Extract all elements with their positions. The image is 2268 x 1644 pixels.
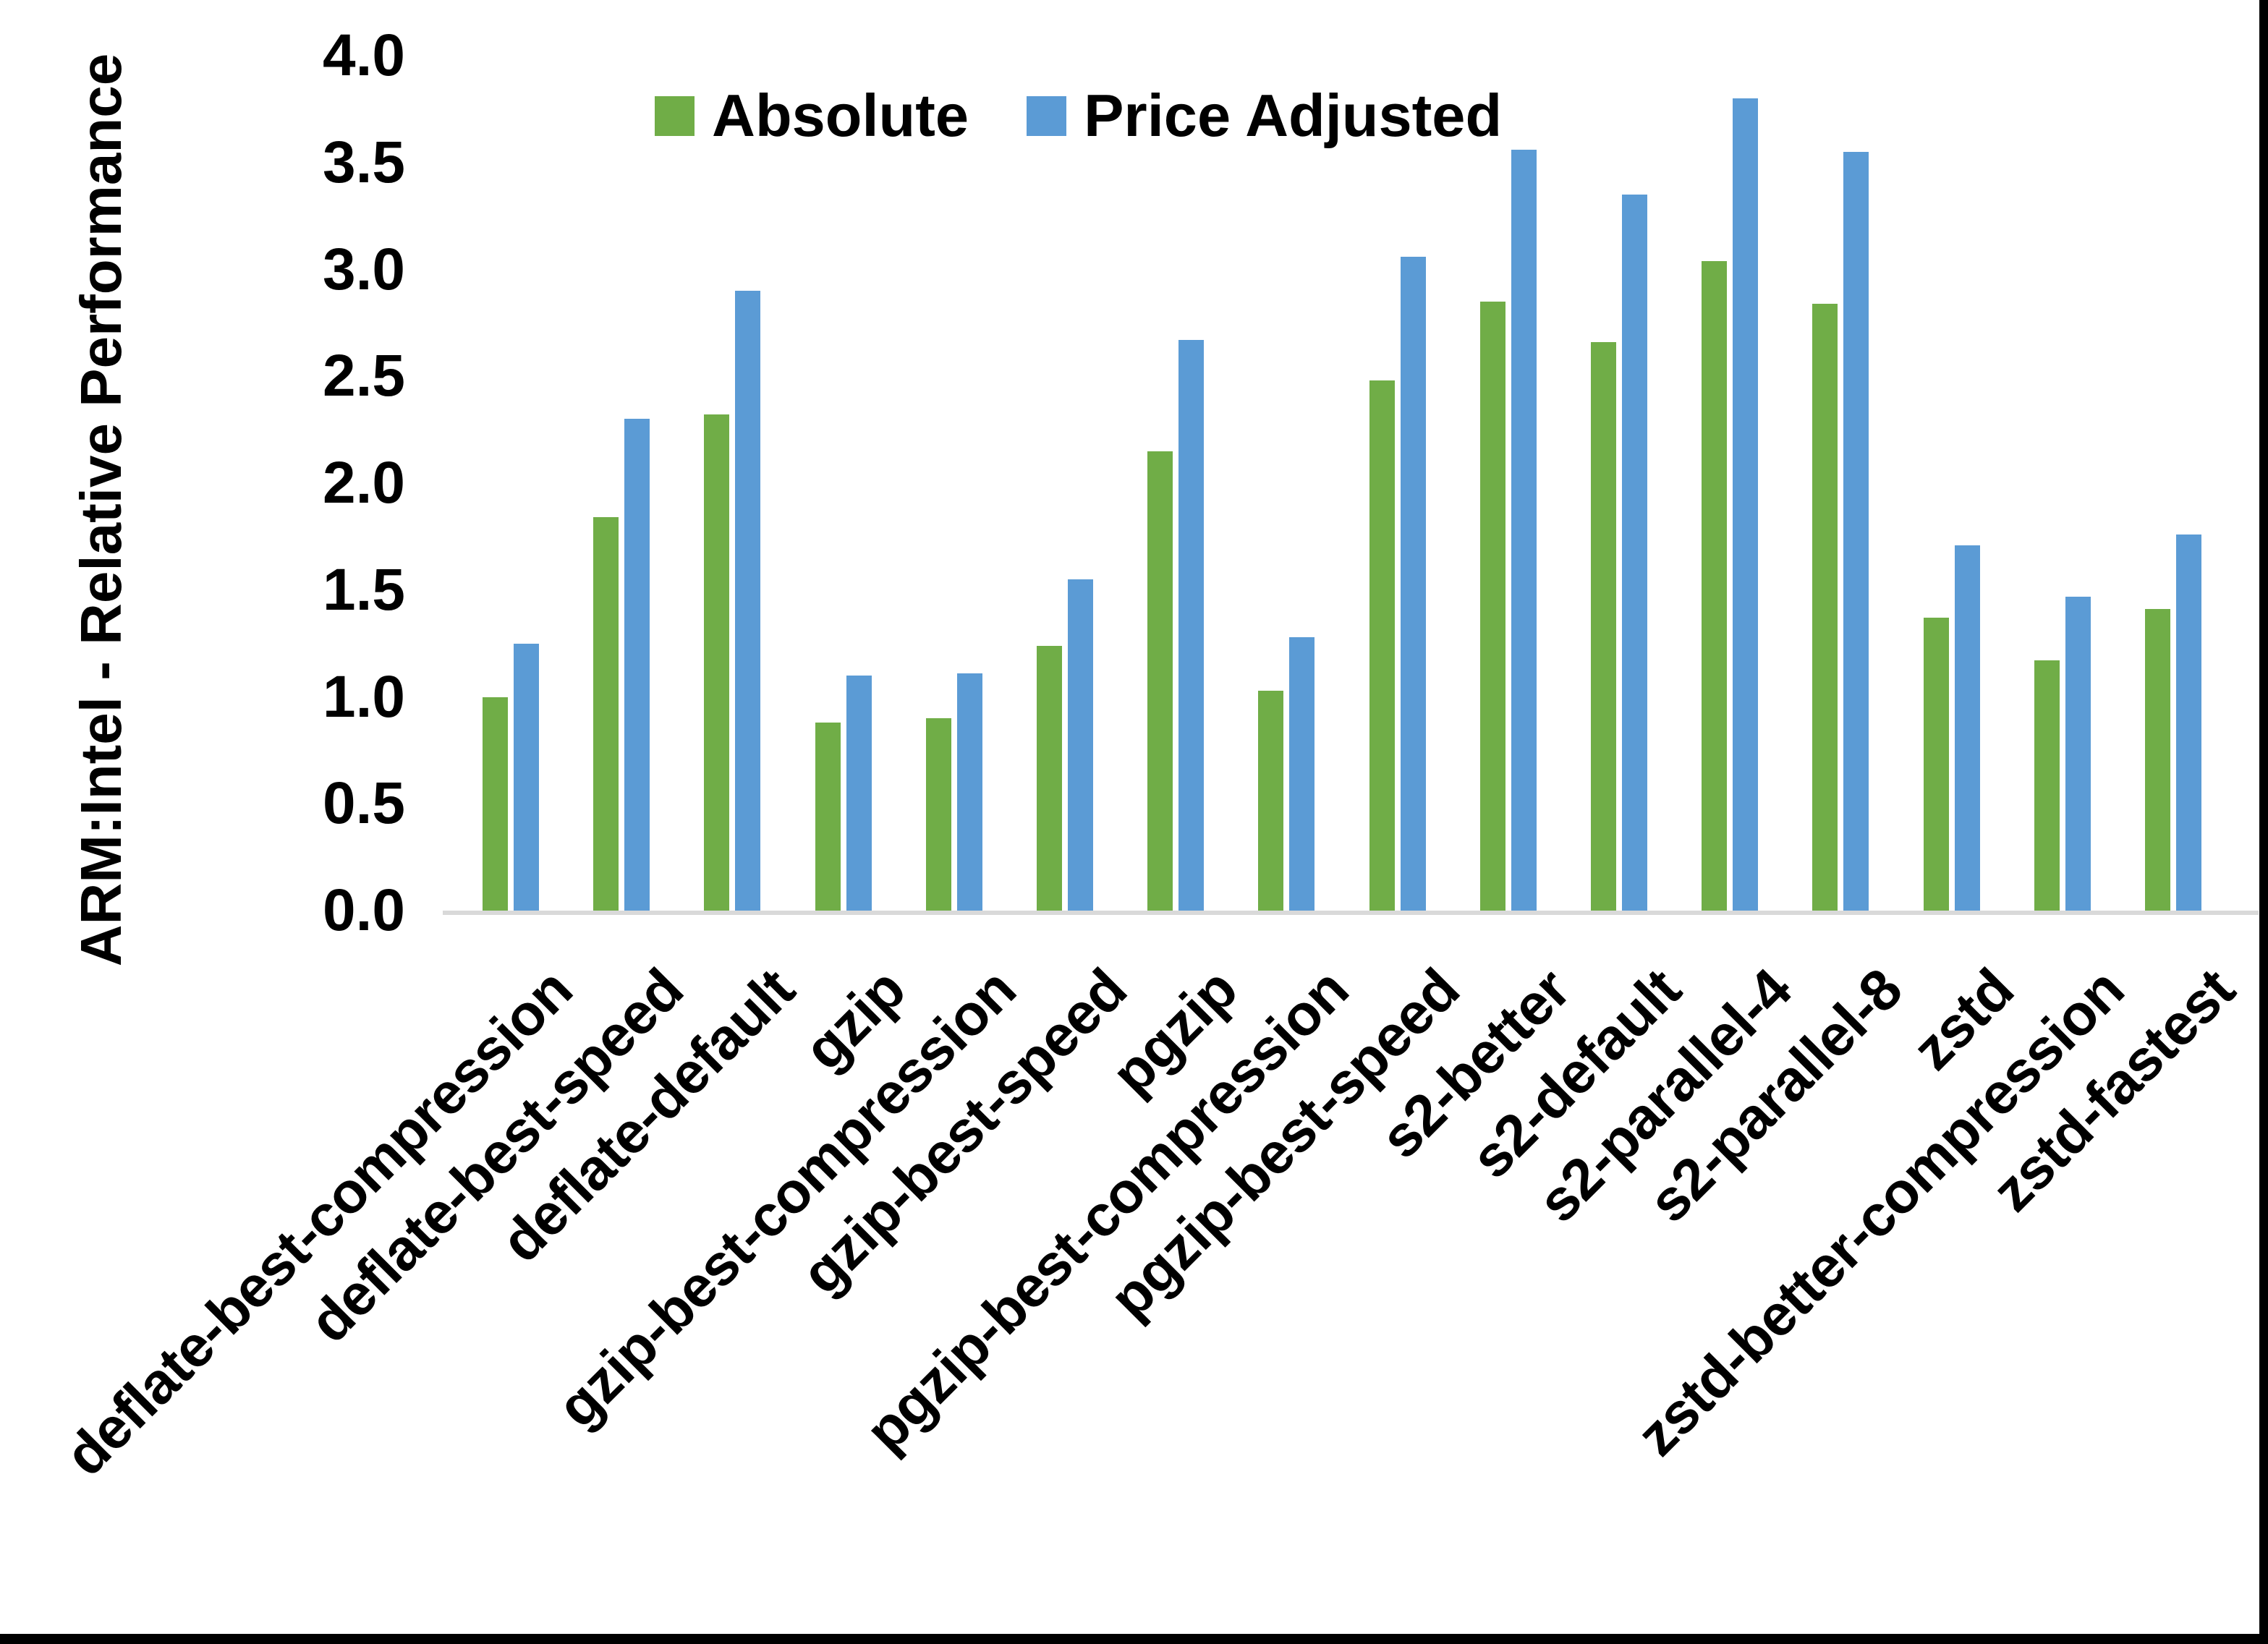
y-axis-tick-label: 3.5 [323, 129, 405, 195]
bar-absolute-pgzip [1147, 451, 1173, 911]
bar-absolute-s2-parallel-4 [1702, 260, 1728, 911]
bar-absolute-zstd-fastest [2145, 609, 2170, 911]
bar-price-adjusted-zstd [1954, 545, 1980, 911]
bar-price-adjusted-gzip-best-compression [956, 673, 982, 911]
bar-price-adjusted-gzip [846, 675, 872, 911]
bar-absolute-pgzip-best-compression [1258, 690, 1284, 911]
y-axis-tick-label: 4.0 [323, 22, 405, 88]
bar-absolute-deflate-best-compression [483, 697, 508, 911]
legend-label-price-adjusted: Price Adjusted [1084, 82, 1503, 149]
bar-absolute-zstd-better-compression [2034, 660, 2060, 911]
bar-absolute-s2-parallel-8 [1812, 303, 1838, 911]
bar-absolute-deflate-default [704, 414, 730, 911]
bar-price-adjusted-gzip-best-speed [1068, 579, 1093, 911]
bar-price-adjusted-pgzip-best-speed [1400, 256, 1426, 911]
bar-price-adjusted-s2-parallel-8 [1843, 151, 1869, 911]
bar-price-adjusted-s2-default [1622, 195, 1647, 911]
bar-price-adjusted-deflate-best-speed [624, 419, 650, 911]
bar-absolute-gzip-best-compression [925, 718, 951, 911]
y-axis-tick-label: 0.0 [323, 877, 405, 943]
y-axis-tick-label: 1.0 [323, 663, 405, 730]
bar-absolute-deflate-best-speed [593, 517, 619, 911]
bar-price-adjusted-pgzip [1178, 340, 1205, 911]
bar-absolute-gzip-best-speed [1037, 645, 1062, 911]
bar-price-adjusted-deflate-default [735, 291, 761, 911]
bar-price-adjusted-s2-parallel-4 [1733, 98, 1759, 911]
bar-absolute-zstd [1923, 618, 1949, 911]
bar-price-adjusted-zstd-better-compression [2065, 596, 2091, 911]
y-axis-title: ARM:Intel - Relative Performance [69, 53, 133, 967]
price-adjusted-series-swatch-icon [1027, 95, 1067, 136]
legend-item-price-adjusted: Price Adjusted [1027, 81, 1502, 150]
legend: Absolute Price Adjusted [655, 81, 1502, 150]
bar-absolute-s2-default [1591, 341, 1616, 911]
y-axis-tick-label: 1.5 [323, 556, 405, 623]
legend-item-absolute: Absolute [655, 81, 969, 150]
bar-price-adjusted-deflate-best-compression [514, 643, 539, 911]
y-axis-tick-label: 0.5 [323, 770, 405, 837]
bar-price-adjusted-s2-better [1511, 150, 1537, 911]
bar-absolute-gzip [815, 722, 841, 911]
bar-absolute-s2-better [1479, 301, 1505, 911]
bar-absolute-pgzip-best-speed [1369, 380, 1395, 911]
y-axis-tick-label: 3.0 [323, 236, 405, 302]
page-bottom-border [0, 1634, 2268, 1644]
bar-price-adjusted-zstd-fastest [2176, 534, 2201, 911]
x-axis-line [443, 911, 2259, 915]
absolute-series-swatch-icon [655, 95, 695, 136]
legend-label-absolute: Absolute [712, 82, 969, 149]
bar-price-adjusted-pgzip-best-compression [1289, 636, 1315, 911]
page-right-border [2259, 0, 2268, 1644]
y-axis-tick-label: 2.0 [323, 450, 405, 516]
y-axis-tick-label: 2.5 [323, 343, 405, 409]
